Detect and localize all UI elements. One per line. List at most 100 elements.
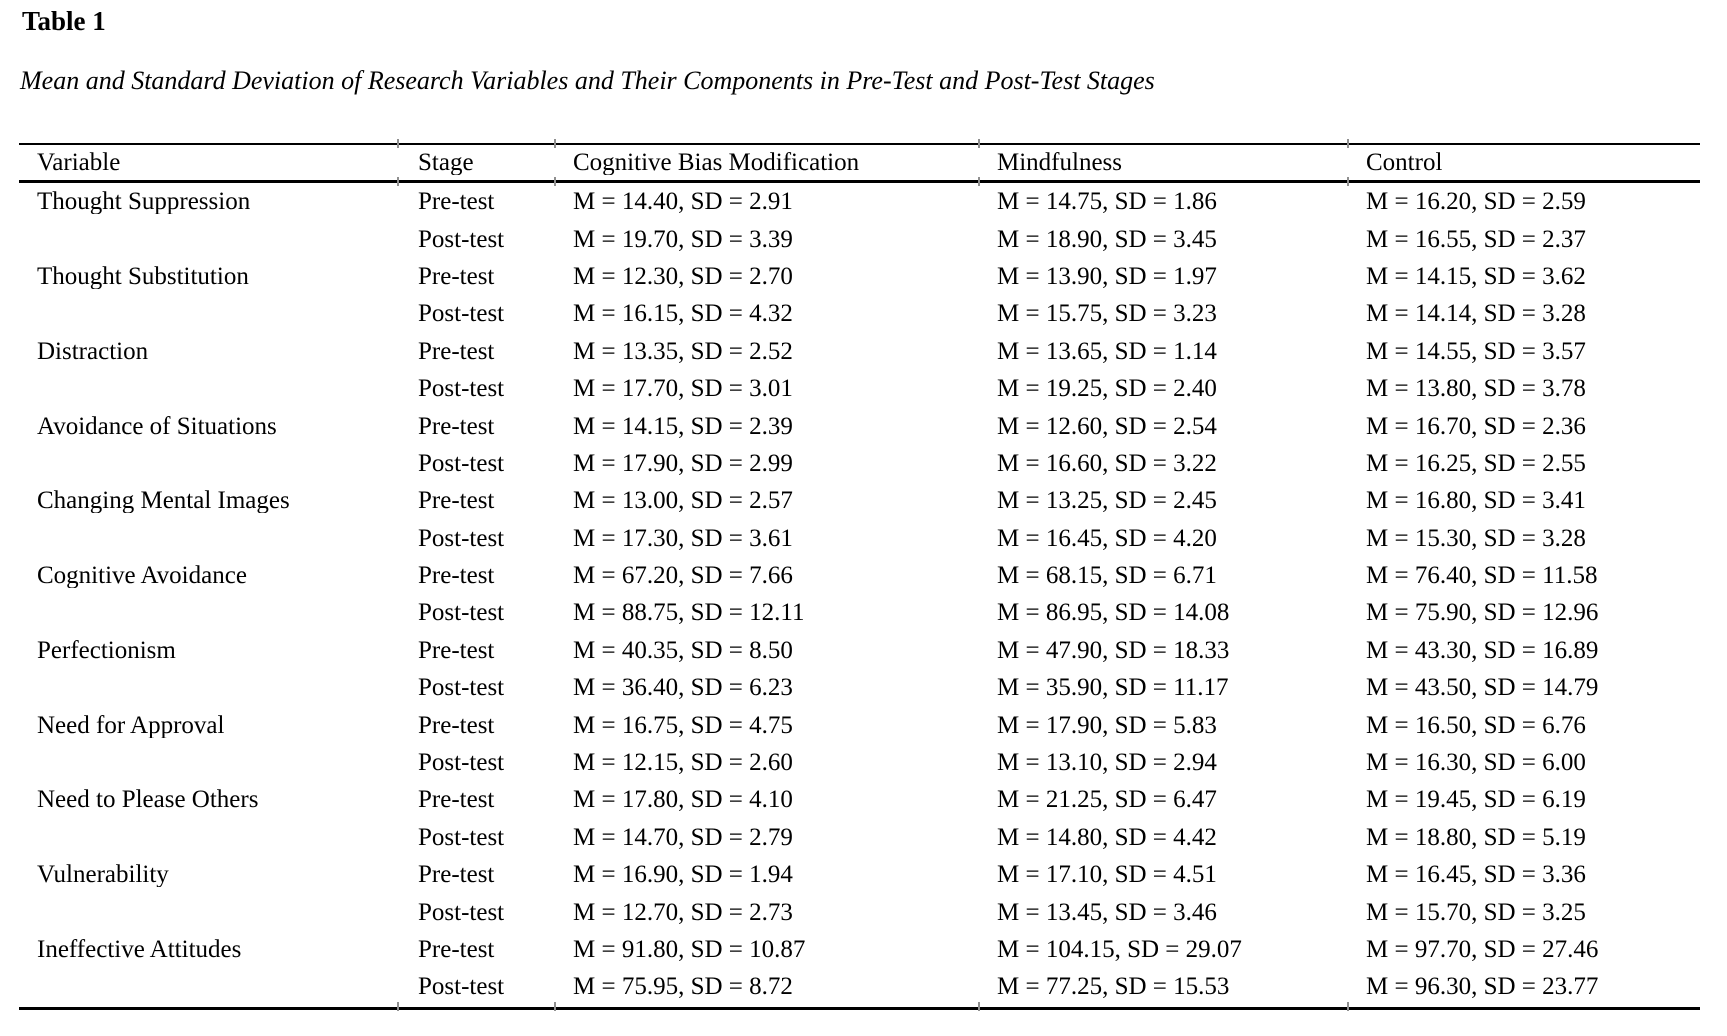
control-cell: M = 15.70, SD = 3.25 xyxy=(1366,899,1586,925)
cognitive-bias-modification-cell: M = 16.75, SD = 4.75 xyxy=(573,712,793,738)
stage-cell: Pre-test xyxy=(418,787,495,813)
variable-cell: Avoidance of Situations xyxy=(37,413,277,439)
variable-cell: Perfectionism xyxy=(37,637,176,663)
stage-cell: Pre-test xyxy=(418,937,495,962)
table-row: Post-test M = 88.75, SD = 12.11 M = 86.9… xyxy=(19,594,1700,631)
variable-cell: Vulnerability xyxy=(37,862,169,888)
table-caption: Mean and Standard Deviation of Research … xyxy=(20,66,1155,95)
control-cell: M = 16.30, SD = 6.00 xyxy=(1366,750,1586,776)
table-row: Perfectionism Pre-test M = 40.35, SD = 8… xyxy=(19,632,1700,669)
variable-cell: Changing Mental Images xyxy=(37,488,290,514)
mindfulness-cell: M = 21.25, SD = 6.47 xyxy=(997,787,1217,813)
column-header-control: Control xyxy=(1366,150,1443,175)
stage-cell: Post-test xyxy=(418,450,505,476)
control-cell: M = 43.50, SD = 14.79 xyxy=(1366,675,1599,701)
cognitive-bias-modification-cell: M = 17.90, SD = 2.99 xyxy=(573,450,793,476)
control-cell: M = 14.14, SD = 3.28 xyxy=(1366,301,1586,327)
column-separator-tick xyxy=(978,139,980,148)
control-cell: M = 75.90, SD = 12.96 xyxy=(1366,600,1599,626)
mindfulness-cell: M = 17.10, SD = 4.51 xyxy=(997,862,1217,888)
stage-cell: Post-test xyxy=(418,899,505,925)
control-cell: M = 43.30, SD = 16.89 xyxy=(1366,637,1599,663)
cognitive-bias-modification-cell: M = 14.15, SD = 2.39 xyxy=(573,413,793,439)
table-row: Need for Approval Pre-test M = 16.75, SD… xyxy=(19,706,1700,743)
mindfulness-cell: M = 47.90, SD = 18.33 xyxy=(997,637,1230,663)
mindfulness-cell: M = 77.25, SD = 15.53 xyxy=(997,974,1230,1000)
stage-cell: Post-test xyxy=(418,675,505,701)
cognitive-bias-modification-cell: M = 16.90, SD = 1.94 xyxy=(573,862,793,888)
table-row: Thought Substitution Pre-test M = 12.30,… xyxy=(19,258,1700,295)
cognitive-bias-modification-cell: M = 13.35, SD = 2.52 xyxy=(573,338,793,364)
variable-cell: Need to Please Others xyxy=(37,787,259,813)
column-separator-tick xyxy=(397,177,399,186)
cognitive-bias-modification-cell: M = 36.40, SD = 6.23 xyxy=(573,675,793,701)
cognitive-bias-modification-cell: M = 88.75, SD = 12.11 xyxy=(573,600,805,626)
column-header-cognitive-bias-modification: Cognitive Bias Modification xyxy=(573,150,860,175)
table-row: Ineffective Attitudes Pre-test M = 91.80… xyxy=(19,931,1700,968)
stage-cell: Pre-test xyxy=(418,488,495,514)
stage-cell: Post-test xyxy=(418,301,505,327)
table-row: Thought Suppression Pre-test M = 14.40, … xyxy=(19,183,1700,220)
control-cell: M = 16.55, SD = 2.37 xyxy=(1366,226,1586,252)
data-table: Variable Stage Cognitive Bias Modificati… xyxy=(19,139,1700,1011)
table-row: Post-test M = 12.70, SD = 2.73 M = 13.45… xyxy=(19,893,1700,930)
column-separator-tick xyxy=(978,177,980,186)
variable-cell: Distraction xyxy=(37,338,149,364)
table-row: Post-test M = 17.70, SD = 3.01 M = 19.25… xyxy=(19,370,1700,407)
mindfulness-cell: M = 68.15, SD = 6.71 xyxy=(997,563,1217,589)
cognitive-bias-modification-cell: M = 75.95, SD = 8.72 xyxy=(573,974,793,1000)
table-row: Post-test M = 19.70, SD = 3.39 M = 18.90… xyxy=(19,220,1700,257)
table-body: Thought Suppression Pre-test M = 14.40, … xyxy=(19,183,1700,1006)
mindfulness-cell: M = 15.75, SD = 3.23 xyxy=(997,301,1217,327)
table-row: Vulnerability Pre-test M = 16.90, SD = 1… xyxy=(19,856,1700,893)
column-header-stage: Stage xyxy=(418,150,474,175)
control-cell: M = 76.40, SD = 11.58 xyxy=(1366,563,1598,589)
mindfulness-cell: M = 17.90, SD = 5.83 xyxy=(997,712,1217,738)
mindfulness-cell: M = 14.75, SD = 1.86 xyxy=(997,189,1217,215)
table-row: Cognitive Avoidance Pre-test M = 67.20, … xyxy=(19,557,1700,594)
column-separator-tick xyxy=(397,139,399,148)
control-cell: M = 15.30, SD = 3.28 xyxy=(1366,525,1586,551)
column-separator-tick xyxy=(978,1002,980,1011)
column-header-mindfulness: Mindfulness xyxy=(997,150,1122,175)
table-row: Post-test M = 17.90, SD = 2.99 M = 16.60… xyxy=(19,445,1700,482)
control-cell: M = 16.50, SD = 6.76 xyxy=(1366,712,1586,738)
mindfulness-cell: M = 104.15, SD = 29.07 xyxy=(997,937,1242,962)
control-cell: M = 16.80, SD = 3.41 xyxy=(1366,488,1586,514)
cognitive-bias-modification-cell: M = 12.15, SD = 2.60 xyxy=(573,750,793,776)
variable-cell: Cognitive Avoidance xyxy=(37,563,247,589)
mindfulness-cell: M = 16.45, SD = 4.20 xyxy=(997,525,1217,551)
table-row: Post-test M = 14.70, SD = 2.79 M = 14.80… xyxy=(19,819,1700,856)
mindfulness-cell: M = 13.65, SD = 1.14 xyxy=(997,338,1217,364)
stage-cell: Pre-test xyxy=(418,712,495,738)
variable-cell: Thought Substitution xyxy=(37,263,249,289)
mindfulness-cell: M = 13.90, SD = 1.97 xyxy=(997,263,1217,289)
column-header-variable: Variable xyxy=(37,150,121,175)
table-row: Distraction Pre-test M = 13.35, SD = 2.5… xyxy=(19,333,1700,370)
variable-cell: Thought Suppression xyxy=(37,189,251,215)
table-row: Post-test M = 75.95, SD = 8.72 M = 77.25… xyxy=(19,968,1700,1005)
mindfulness-cell: M = 13.25, SD = 2.45 xyxy=(997,488,1217,514)
stage-cell: Post-test xyxy=(418,376,505,402)
mindfulness-cell: M = 16.60, SD = 3.22 xyxy=(997,450,1217,476)
control-cell: M = 14.55, SD = 3.57 xyxy=(1366,338,1586,364)
mindfulness-cell: M = 12.60, SD = 2.54 xyxy=(997,413,1217,439)
stage-cell: Post-test xyxy=(418,226,505,252)
stage-cell: Post-test xyxy=(418,750,505,776)
cognitive-bias-modification-cell: M = 91.80, SD = 10.87 xyxy=(573,937,806,962)
stage-cell: Pre-test xyxy=(418,263,495,289)
table-row: Post-test M = 36.40, SD = 6.23 M = 35.90… xyxy=(19,669,1700,706)
cognitive-bias-modification-cell: M = 40.35, SD = 8.50 xyxy=(573,637,793,663)
stage-cell: Post-test xyxy=(418,974,505,1000)
stage-cell: Pre-test xyxy=(418,189,495,215)
control-cell: M = 14.15, SD = 3.62 xyxy=(1366,263,1586,289)
control-cell: M = 16.25, SD = 2.55 xyxy=(1366,450,1586,476)
control-cell: M = 16.20, SD = 2.59 xyxy=(1366,189,1586,215)
mindfulness-cell: M = 13.45, SD = 3.46 xyxy=(997,899,1217,925)
control-cell: M = 16.45, SD = 3.36 xyxy=(1366,862,1586,888)
table-row: Post-test M = 17.30, SD = 3.61 M = 16.45… xyxy=(19,520,1700,557)
stage-cell: Pre-test xyxy=(418,413,495,439)
control-cell: M = 13.80, SD = 3.78 xyxy=(1366,376,1586,402)
column-separator-tick xyxy=(1347,1002,1349,1011)
